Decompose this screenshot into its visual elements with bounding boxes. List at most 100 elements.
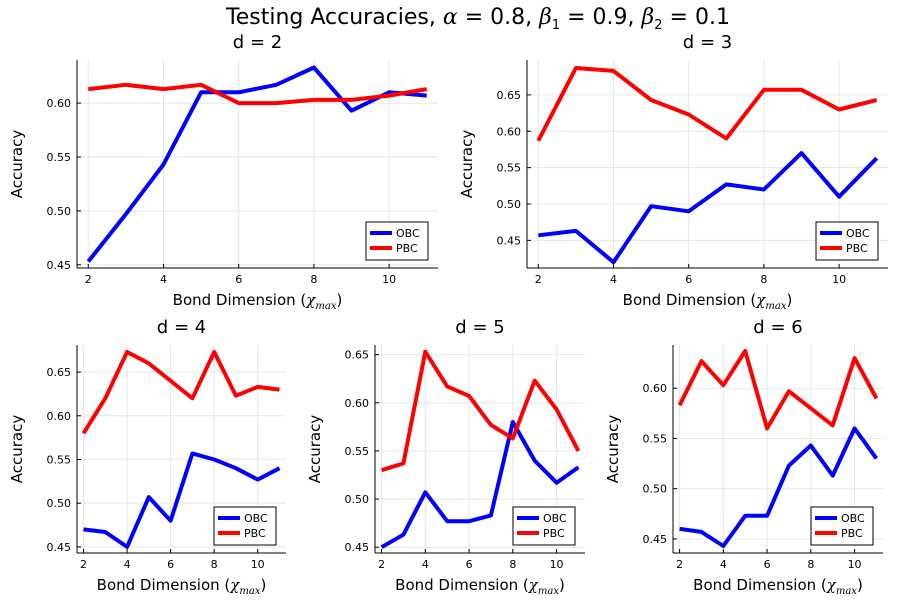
legend-label-pbc: PBC xyxy=(841,527,863,540)
x-tick-label: 10 xyxy=(550,558,564,571)
y-tick-label: 0.45 xyxy=(497,234,522,247)
y-tick-label: 0.50 xyxy=(497,198,522,211)
legend: OBC PBC xyxy=(213,506,277,546)
x-tick-label: 2 xyxy=(85,273,92,286)
subplot-d5: 2 4 6 8 10 0.45 0.50 0.55 0.60 0.65 d = 5 Bond Dime… xyxy=(306,317,585,597)
x-tick-label: 8 xyxy=(807,558,814,571)
x-axis-label: Bond Dimension (χmax) xyxy=(173,291,343,312)
x-tick-label: 10 xyxy=(382,273,396,286)
y-tick-label: 0.60 xyxy=(47,97,72,110)
series-line-pbc xyxy=(81,350,280,435)
legend: OBC PBC xyxy=(810,506,874,546)
legend-label-obc: OBC xyxy=(846,227,870,240)
x-axis-label: Bond Dimension (χmax) xyxy=(623,291,793,312)
y-tick-label: 0.55 xyxy=(643,432,668,445)
series-line-pbc xyxy=(88,82,428,106)
x-tick-label: 8 xyxy=(760,273,767,286)
x-tick-label: 10 xyxy=(251,558,265,571)
subplot-d3: 2 4 6 8 10 0.45 0.50 0.55 0.60 0.65 d = 3 Bond Dime… xyxy=(458,32,888,312)
subplot-title: d = 6 xyxy=(753,317,802,338)
x-tick-label: 6 xyxy=(685,273,692,286)
legend-label-obc: OBC xyxy=(543,512,567,525)
y-tick-label: 0.65 xyxy=(497,89,522,102)
y-tick-label: 0.45 xyxy=(47,541,72,554)
legend: OBC PBC xyxy=(815,221,879,261)
series-line-pbc xyxy=(381,349,581,473)
legend-box xyxy=(810,506,874,546)
y-tick-label: 0.60 xyxy=(345,397,370,410)
legend-label-pbc: PBC xyxy=(846,242,868,255)
legend-box xyxy=(815,221,879,261)
x-tick-label: 10 xyxy=(832,273,846,286)
y-tick-label: 0.55 xyxy=(47,151,72,164)
y-tick-label: 0.60 xyxy=(497,125,522,138)
series-line-pbc xyxy=(536,66,878,142)
subplot-d6: 2 4 6 8 10 0.45 0.50 0.55 0.60 d = 6 Bond Dimensio… xyxy=(604,317,883,597)
figure-title: Testing Accuracies, α = 0.8, β1 = 0.9, β… xyxy=(225,5,730,33)
y-axis-label: Accuracy xyxy=(458,130,476,199)
y-axis-label: Accuracy xyxy=(8,130,26,199)
x-tick-label: 2 xyxy=(676,558,683,571)
y-axis-label: Accuracy xyxy=(604,415,622,484)
x-tick-label: 4 xyxy=(422,558,429,571)
x-tick-label: 4 xyxy=(720,558,727,571)
subplot-title: d = 4 xyxy=(157,317,206,338)
subplot-d4: 2 4 6 8 10 0.45 0.50 0.55 0.60 0.65 d = 4 Bond Dime… xyxy=(8,317,286,597)
series-line-pbc xyxy=(677,349,879,431)
x-axis-label: Bond Dimension (χmax) xyxy=(395,576,565,597)
legend: OBC PBC xyxy=(365,221,429,261)
subplot-grid: 2 4 6 8 10 0.45 0.50 0.55 0.60 d = 2 Bond Dimensio… xyxy=(8,32,888,597)
subplot-title: d = 2 xyxy=(233,32,282,53)
x-tick-label: 2 xyxy=(535,273,542,286)
subplot-title: d = 5 xyxy=(455,317,504,338)
y-tick-label: 0.45 xyxy=(345,541,370,554)
x-axis-label: Bond Dimension (χmax) xyxy=(97,576,267,597)
legend-label-pbc: PBC xyxy=(396,242,418,255)
legend-label-pbc: PBC xyxy=(543,527,565,540)
legend-label-obc: OBC xyxy=(841,512,865,525)
x-tick-label: 6 xyxy=(235,273,242,286)
y-axis-label: Accuracy xyxy=(8,415,26,484)
x-tick-label: 8 xyxy=(509,558,516,571)
y-tick-label: 0.60 xyxy=(643,382,668,395)
y-tick-label: 0.50 xyxy=(47,205,72,218)
x-tick-label: 8 xyxy=(310,273,317,286)
x-tick-label: 2 xyxy=(80,558,87,571)
y-tick-label: 0.50 xyxy=(47,497,72,510)
series-line-obc xyxy=(538,151,879,265)
x-tick-label: 4 xyxy=(160,273,167,286)
y-tick-label: 0.55 xyxy=(345,445,370,458)
x-tick-label: 6 xyxy=(764,558,771,571)
legend-label-obc: OBC xyxy=(396,227,420,240)
x-tick-label: 10 xyxy=(848,558,862,571)
x-axis-label: Bond Dimension (χmax) xyxy=(693,576,863,597)
x-tick-label: 6 xyxy=(466,558,473,571)
legend-box xyxy=(512,506,576,546)
x-tick-label: 2 xyxy=(378,558,385,571)
legend-box xyxy=(213,506,277,546)
y-tick-label: 0.45 xyxy=(47,259,72,272)
series-line-obc xyxy=(83,451,281,549)
y-tick-label: 0.65 xyxy=(47,366,72,379)
legend-label-pbc: PBC xyxy=(244,527,266,540)
y-tick-label: 0.60 xyxy=(47,410,72,423)
subplot-title: d = 3 xyxy=(683,32,732,53)
y-axis-label: Accuracy xyxy=(306,415,324,484)
y-tick-label: 0.50 xyxy=(643,483,668,496)
series-line-obc xyxy=(86,65,427,263)
y-tick-label: 0.55 xyxy=(497,162,522,175)
subplot-d2: 2 4 6 8 10 0.45 0.50 0.55 0.60 d = 2 Bond Dimensio… xyxy=(8,32,438,312)
legend: OBC PBC xyxy=(512,506,576,546)
y-tick-label: 0.50 xyxy=(345,493,370,506)
series-line-obc xyxy=(679,426,879,548)
legend-label-obc: OBC xyxy=(244,512,268,525)
legend-box xyxy=(365,221,429,261)
x-tick-label: 4 xyxy=(610,273,617,286)
x-tick-label: 4 xyxy=(124,558,131,571)
y-tick-label: 0.45 xyxy=(643,533,668,546)
y-tick-label: 0.55 xyxy=(47,453,72,466)
y-tick-label: 0.65 xyxy=(345,349,370,362)
series-line-obc xyxy=(380,420,580,549)
x-tick-label: 8 xyxy=(211,558,218,571)
